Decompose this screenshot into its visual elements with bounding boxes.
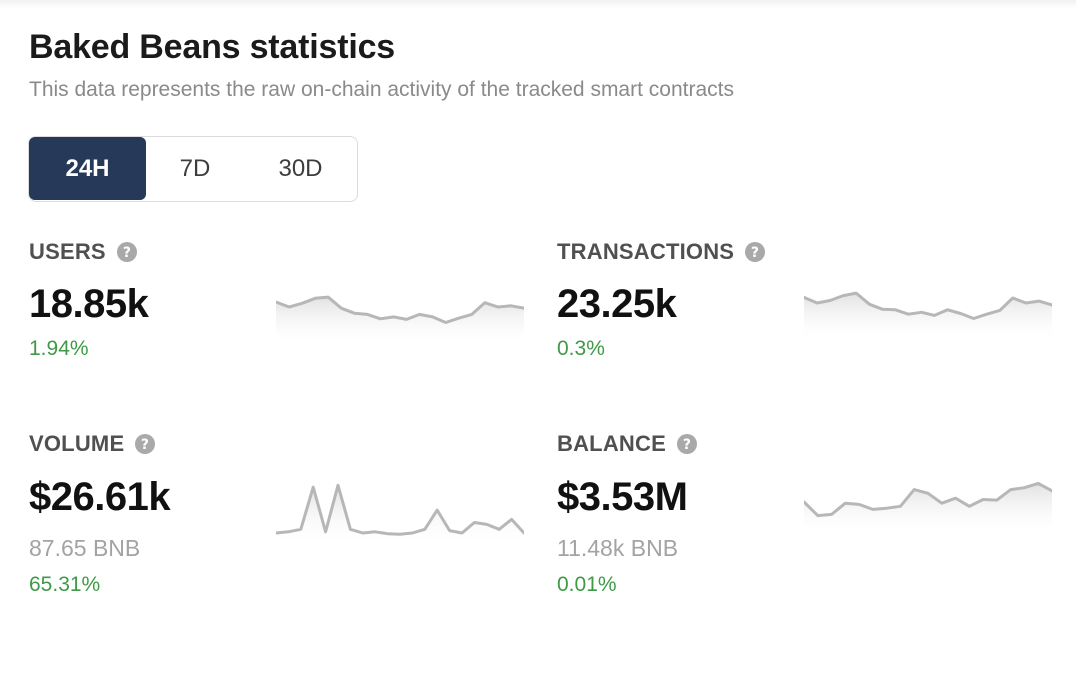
balance-sparkline-line	[804, 481, 1052, 518]
balance-sparkline-area	[804, 483, 1052, 532]
tab-24h[interactable]: 24H	[29, 137, 146, 200]
transactions-label-text: TRANSACTIONS	[557, 239, 735, 264]
balance-change: 0.01%	[557, 573, 617, 596]
balance-value: $3.53M	[557, 475, 688, 519]
volume-secondary: 87.65 BNB	[29, 535, 141, 561]
transactions-sparkline-line	[804, 291, 1052, 320]
users-value: 18.85k	[29, 282, 149, 326]
balance-label: BALANCE ?	[557, 431, 698, 457]
svg-text:?: ?	[123, 245, 131, 261]
volume-label-text: VOLUME	[29, 431, 125, 456]
users-change: 1.94%	[29, 337, 89, 360]
page-title: Baked Beans statistics	[29, 28, 395, 66]
question-circle-icon[interactable]: ?	[134, 433, 156, 455]
users-label: USERS ?	[29, 239, 138, 265]
users-label-text: USERS	[29, 239, 106, 264]
question-circle-icon[interactable]: ?	[744, 241, 766, 263]
volume-sparkline-line	[276, 483, 524, 536]
volume-sparkline-area	[276, 485, 524, 542]
volume-sparkline	[276, 472, 524, 542]
svg-text:?: ?	[683, 437, 691, 453]
volume-value: $26.61k	[29, 475, 171, 519]
svg-text:?: ?	[141, 437, 149, 453]
balance-sparkline	[804, 462, 1052, 532]
timeframe-selector: 24H 7D 30D	[28, 136, 358, 202]
tab-30d[interactable]: 30D	[278, 155, 323, 182]
top-shadow	[0, 0, 1076, 8]
users-sparkline-line	[276, 295, 524, 324]
volume-label: VOLUME ?	[29, 431, 156, 457]
page-subtitle: This data represents the raw on-chain ac…	[29, 78, 734, 101]
transactions-change: 0.3%	[557, 337, 605, 360]
tab-7d[interactable]: 7D	[179, 155, 211, 182]
balance-label-text: BALANCE	[557, 431, 666, 456]
volume-change: 65.31%	[29, 573, 101, 596]
svg-text:?: ?	[751, 245, 759, 261]
transactions-sparkline-area	[804, 293, 1052, 338]
question-circle-icon[interactable]: ?	[676, 433, 698, 455]
transactions-value: 23.25k	[557, 282, 677, 326]
transactions-label: TRANSACTIONS ?	[557, 239, 766, 265]
transactions-sparkline	[804, 268, 1052, 338]
users-sparkline	[276, 272, 524, 342]
question-circle-icon[interactable]: ?	[116, 241, 138, 263]
balance-secondary: 11.48k BNB	[557, 535, 679, 561]
